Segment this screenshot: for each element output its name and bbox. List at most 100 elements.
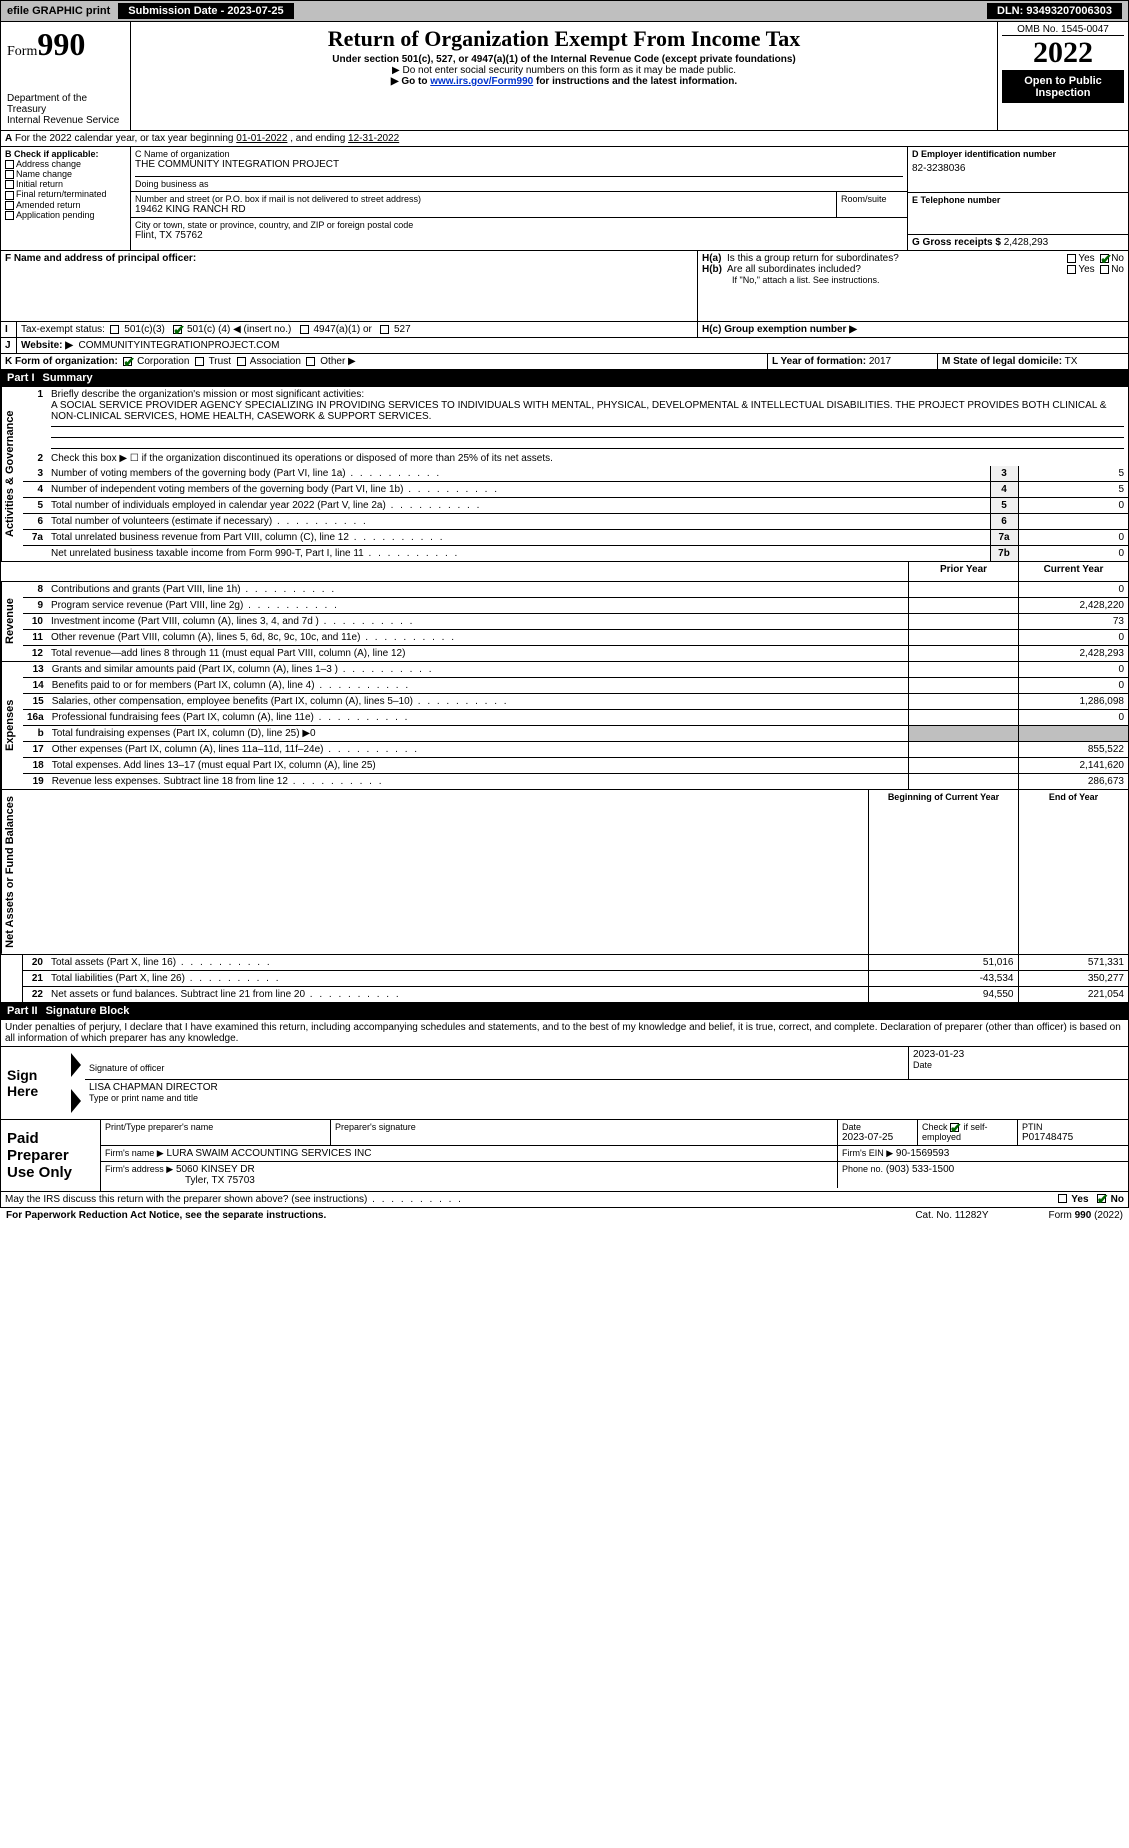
firm-name-label: Firm's name ▶ [105,1148,164,1158]
chk-corporation[interactable] [123,357,132,366]
form-of-org-label: K Form of organization: [5,356,118,367]
sig-officer-label: Signature of officer [89,1063,904,1073]
dept-treasury: Department of the Treasury [7,93,124,115]
discuss-text: May the IRS discuss this return with the… [5,1194,984,1205]
ssn-warning: ▶ Do not enter social security numbers o… [139,65,989,76]
vlabel-netassets: Net Assets or Fund Balances [1,790,23,954]
firm-ein-label: Firm's EIN ▶ [842,1148,893,1158]
sign-here-label: Sign Here [1,1047,71,1119]
vlabel-expenses: Expenses [1,662,23,789]
chk-501c[interactable] [173,325,182,334]
phone-label: E Telephone number [912,195,1124,205]
part2-header: Part II Signature Block [0,1003,1129,1020]
room-suite-label: Room/suite [837,192,907,217]
h-a-no[interactable] [1100,254,1109,263]
firm-addr-label: Firm's address ▶ [105,1164,173,1174]
discuss-row: May the IRS discuss this return with the… [0,1192,1129,1208]
ptin-value: P01748475 [1022,1132,1124,1143]
officer-name-title-label: Type or print name and title [89,1093,1124,1103]
ein-value: 82-3238036 [912,163,1124,174]
chk-other[interactable] [306,357,315,366]
l1-label: Briefly describe the organization's miss… [51,389,364,400]
city-label: City or town, state or province, country… [135,220,903,230]
identity-block: B Check if applicable: Address change Na… [0,147,1129,251]
firm-name-value: LURA SWAIM ACCOUNTING SERVICES INC [166,1148,371,1159]
tax-year: 2022 [1002,35,1124,71]
line-a-mid: , and ending [287,133,348,144]
part2-num: Part II [7,1005,46,1017]
form-title: Return of Organization Exempt From Incom… [139,26,989,52]
gross-receipts-label: G Gross receipts $ [912,237,1001,248]
chk-527[interactable] [380,325,389,334]
col-end-year: End of Year [1018,790,1128,954]
chk-501c3[interactable] [110,325,119,334]
footer: For Paperwork Reduction Act Notice, see … [0,1208,1129,1223]
irs-link[interactable]: www.irs.gov/Form990 [430,76,533,87]
box-c: C Name of organization THE COMMUNITY INT… [131,147,1128,250]
street-value: 19462 KING RANCH RD [135,204,832,215]
chk-name-change[interactable]: Name change [5,169,126,179]
discuss-yes[interactable] [1058,1194,1067,1203]
tax-year-begin: 01-01-2022 [236,133,287,144]
website-row: J Website: ▶ COMMUNITYINTEGRATIONPROJECT… [0,338,1129,354]
h-a-yes[interactable] [1067,254,1076,263]
chk-initial-return[interactable]: Initial return [5,179,126,189]
part1-netassets: 20Total assets (Part X, line 16)51,01657… [0,955,1129,1003]
firm-addr2: Tyler, TX 75703 [105,1175,255,1186]
chk-final-return[interactable]: Final return/terminated [5,189,126,199]
efile-label: efile GRAPHIC print [7,5,110,17]
paid-preparer-label: Paid Preparer Use Only [1,1120,101,1191]
chk-association[interactable] [237,357,246,366]
form-990-number: 990 [37,26,85,62]
part1-num: Part I [7,372,43,384]
chk-address-change[interactable]: Address change [5,159,126,169]
dba-label: Doing business as [135,176,903,189]
irs-label: Internal Revenue Service [7,115,124,126]
h-b-no[interactable] [1100,265,1109,274]
website-value: COMMUNITYINTEGRATIONPROJECT.COM [79,340,280,351]
website-label: Website: ▶ [21,340,73,351]
form-header: Form990 Department of the Treasury Inter… [0,22,1129,131]
perjury-declaration: Under penalties of perjury, I declare th… [0,1020,1129,1047]
sign-arrow-icon [71,1053,81,1077]
chk-application-pending[interactable]: Application pending [5,210,126,220]
vlabel-revenue: Revenue [1,582,23,661]
street-label: Number and street (or P.O. box if mail i… [135,194,832,204]
header-center: Return of Organization Exempt From Incom… [131,22,998,130]
rev-col-header: b Prior Year Current Year [0,562,1129,582]
col-current-year: Current Year [1018,562,1128,581]
part1-revenue: Revenue 8Contributions and grants (Part … [0,582,1129,662]
officer-name-title-value: LISA CHAPMAN DIRECTOR [89,1082,1124,1093]
tax-status-row: I Tax-exempt status: 501(c)(3) 501(c) (4… [0,322,1129,338]
sig-date-label: Date [913,1060,1124,1070]
form-number: Form990 [7,26,124,63]
form-prefix: Form [7,44,37,59]
goto-post: for instructions and the latest informat… [533,76,737,87]
chk-trust[interactable] [195,357,204,366]
h-a-label: H(a) Is this a group return for subordin… [702,253,1014,264]
h-c-label: H(c) Group exemption number ▶ [702,324,857,335]
ein-label: D Employer identification number [912,149,1124,159]
chk-4947[interactable] [300,325,309,334]
goto-pre: ▶ Go to [391,76,430,87]
header-left: Form990 Department of the Treasury Inter… [1,22,131,130]
footer-form: Form 990 (2022) [1049,1210,1123,1221]
chk-amended-return[interactable]: Amended return [5,200,126,210]
gross-receipts-value: 2,428,293 [1004,237,1049,248]
firm-ein-value: 90-1569593 [896,1148,949,1159]
box-b-label: B Check if applicable: [5,149,126,159]
h-b-yes[interactable] [1067,265,1076,274]
sign-arrow-icon [71,1089,81,1113]
officer-group-block: F Name and address of principal officer:… [0,251,1129,322]
state-domicile-label: M State of legal domicile: [942,356,1062,367]
h-b-note: If "No," attach a list. See instructions… [702,275,1124,285]
self-employed-check[interactable]: Check if self-employed [922,1122,988,1142]
open-to-public-badge: Open to Public Inspection [1002,71,1124,103]
line-a-pre: For the 2022 calendar year, or tax year … [15,133,236,144]
sign-here-block: Sign Here Signature of officer 2023-01-2… [0,1047,1129,1120]
discuss-no[interactable] [1097,1194,1106,1203]
col-beginning-year: Beginning of Current Year [868,790,1018,954]
year-formation-value: 2017 [869,356,891,367]
row-text: Number of voting members of the governin… [47,466,990,482]
omb-number: OMB No. 1545-0047 [1002,24,1124,35]
